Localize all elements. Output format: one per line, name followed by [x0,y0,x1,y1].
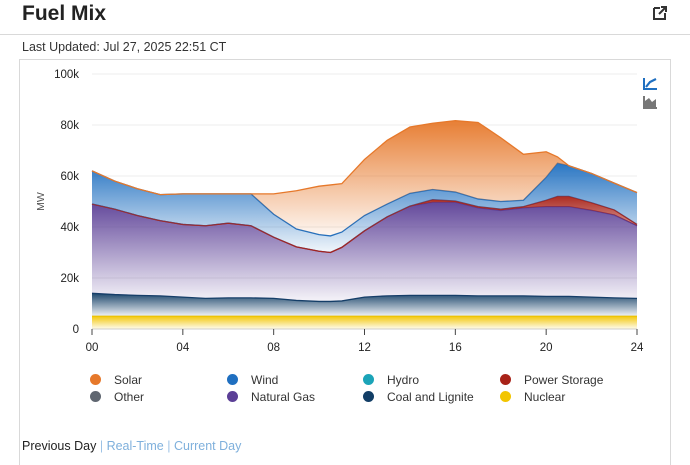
chart-panel: 0 20k 40k 60k 80k 100k MW 00 04 08 12 16 20 24 Solar … [19,59,671,465]
legend-item-other[interactable]: Other [90,390,144,404]
current-day-link[interactable]: Current Day [173,439,242,453]
fuel-mix-chart: 0 20k 40k 60k 80k 100k MW 00 04 08 12 16 20 24 [35,69,644,354]
legend-dot [363,374,374,385]
separator: | [167,439,171,453]
legend-label: Other [114,390,145,404]
legend-dot [227,391,238,402]
legend-label: Wind [251,373,279,387]
legend-dot [500,391,511,402]
y-tick-label: 0 [73,324,79,336]
card-title: Fuel Mix [22,2,107,25]
series-line-solar [91,120,638,196]
y-tick-label: 40k [60,222,79,234]
card-header: Fuel Mix [0,0,690,35]
y-tick-label: 100k [54,69,79,81]
previous-day-link[interactable]: Previous Day [22,439,97,453]
x-tick-label: 00 [86,342,99,354]
y-tick-label: 20k [60,273,79,285]
last-updated-text: Last Updated: Jul 27, 2025 22:51 CT [22,40,227,54]
legend-dot [363,391,374,402]
area-solar [92,120,637,236]
y-tick-label: 80k [60,120,79,132]
x-tick-label: 16 [449,342,462,354]
legend-item-coal-and-lignite[interactable]: Coal and Lignite [363,390,474,404]
x-tick-label: 12 [358,342,371,354]
legend-item-nuclear[interactable]: Nuclear [500,390,565,404]
x-tick-label: 24 [631,342,644,354]
separator: | [99,439,104,453]
legend-item-hydro[interactable]: Hydro [363,373,419,387]
legend-label: Nuclear [524,390,566,404]
legend-label: Coal and Lignite [387,390,474,404]
open-external-icon[interactable] [651,4,669,22]
legend-dot [500,374,511,385]
y-axis-label: MW [35,192,47,211]
day-selector: Previous Day | Real-Time | Current Day [22,439,241,453]
area-wind [92,163,637,253]
real-time-link[interactable]: Real-Time [106,439,164,453]
legend-label: Natural Gas [251,390,316,404]
legend-item-solar[interactable]: Solar [90,373,142,387]
legend-item-natural-gas[interactable]: Natural Gas [227,390,315,404]
area-natural_gas [92,202,637,302]
legend-label: Solar [114,373,143,387]
legend-item-wind[interactable]: Wind [227,373,278,387]
x-tick-label: 04 [176,342,189,354]
legend-item-power-storage[interactable]: Power Storage [500,373,603,387]
line-chart-toggle-icon[interactable] [642,77,658,91]
x-tick-label: 08 [267,342,280,354]
legend-label: Power Storage [524,373,604,387]
y-tick-label: 60k [60,171,79,183]
legend-dot [227,374,238,385]
area-power_storage [92,196,637,253]
legend-label: Hydro [387,373,420,387]
x-tick-label: 20 [540,342,553,354]
area-chart-toggle-icon[interactable] [642,95,658,109]
area-nuclear [92,316,637,329]
area-coal [92,293,637,317]
legend-dot [90,391,101,402]
legend-dot [90,374,101,385]
